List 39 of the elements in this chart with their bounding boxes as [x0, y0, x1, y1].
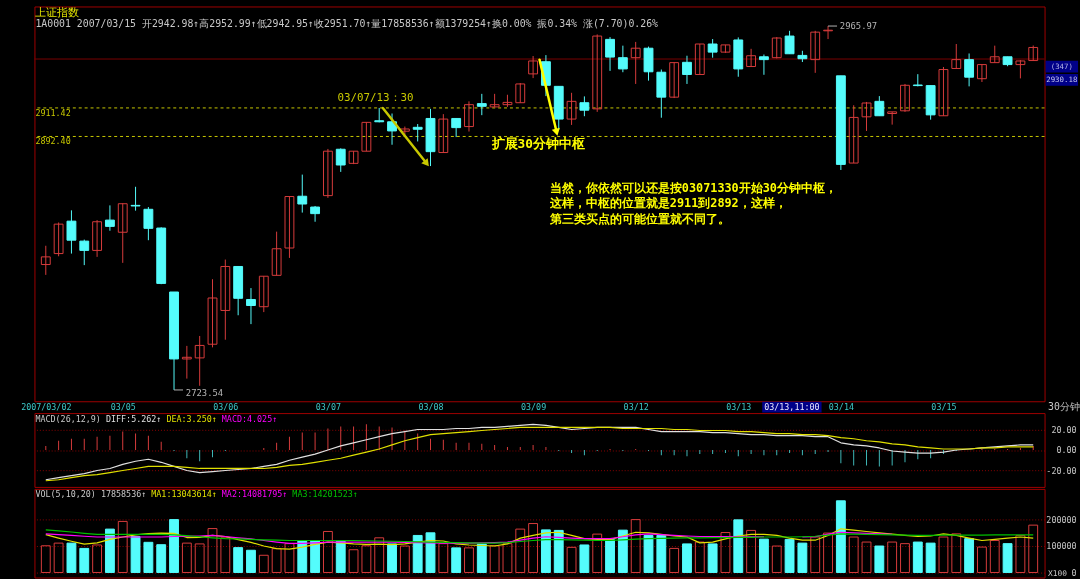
text: MA2:14081795↑ — [221, 488, 288, 499]
y-tick-label: 0 — [1071, 567, 1077, 578]
x-tick-label: 03/06 — [213, 401, 239, 412]
annotation: 这样，中枢的位置就是2911到2892，这样， — [548, 196, 787, 211]
x-tick-label: 03/13 — [726, 401, 752, 412]
ref-line-label: 2892.40 — [35, 136, 71, 147]
x-tick-label: 03/15 — [931, 401, 957, 412]
chart-title: 上证指数 — [35, 6, 80, 20]
text: DIFF:5.262↑ — [105, 413, 162, 424]
x-tick-label: 03/09 — [521, 401, 547, 412]
x-tick-label: 03/12 — [623, 401, 649, 412]
x-tick-label: 03/05 — [110, 401, 136, 412]
text: DEA:3.250↑ — [166, 413, 217, 424]
x-tick-label: 2007/03/02 — [21, 401, 72, 412]
y-tick-label: -20.00 — [1046, 465, 1077, 476]
chart-title: VOL(5,10,20) — [35, 488, 96, 499]
text: MA1:13043614↑ — [151, 488, 217, 499]
annotation: 03/07/13：30 — [337, 91, 414, 104]
annotation: 扩展30分钟中枢 — [490, 136, 585, 152]
annotation: 2723.54 — [185, 387, 224, 398]
annotation: 2965.97 — [839, 21, 878, 31]
y-tick-label: 100000 — [1046, 541, 1077, 552]
y-tick-label: 200000 — [1046, 515, 1077, 526]
x-tick-label: 03/08 — [418, 401, 444, 412]
text: 1A0001 2007/03/15 开2942.98↑高2952.99↑低2942.95↑收2951.70↑量17858536↑额1379254↑换0.00% 振0.34% 涨(7.70)0.26% — [35, 18, 659, 30]
x-axis-title: 30分钟 — [1048, 400, 1080, 412]
annotation: 当然，你依然可以还是按03071330开始30分钟中枢， — [549, 180, 837, 195]
annotation: MACD:4.025↑ — [221, 413, 278, 424]
y-tick-label: 20.00 — [1051, 424, 1077, 435]
y-tick-label: 0.00 — [1056, 445, 1077, 456]
text: MA3:14201523↑ — [292, 488, 358, 499]
annotation: 第三类买点的可能位置就不同了。 — [548, 212, 730, 227]
ref-line-label: 2911.42 — [35, 107, 71, 118]
x-tick-label: 03/07 — [315, 401, 341, 412]
chart-title: MACD(26,12,9) — [35, 413, 101, 424]
x-tick-label: 03/14 — [828, 401, 854, 412]
annotation: 17858536↑ — [100, 488, 147, 499]
y-axis-title: X100 — [1048, 569, 1068, 579]
text: 03/13,11:00 — [764, 402, 820, 413]
